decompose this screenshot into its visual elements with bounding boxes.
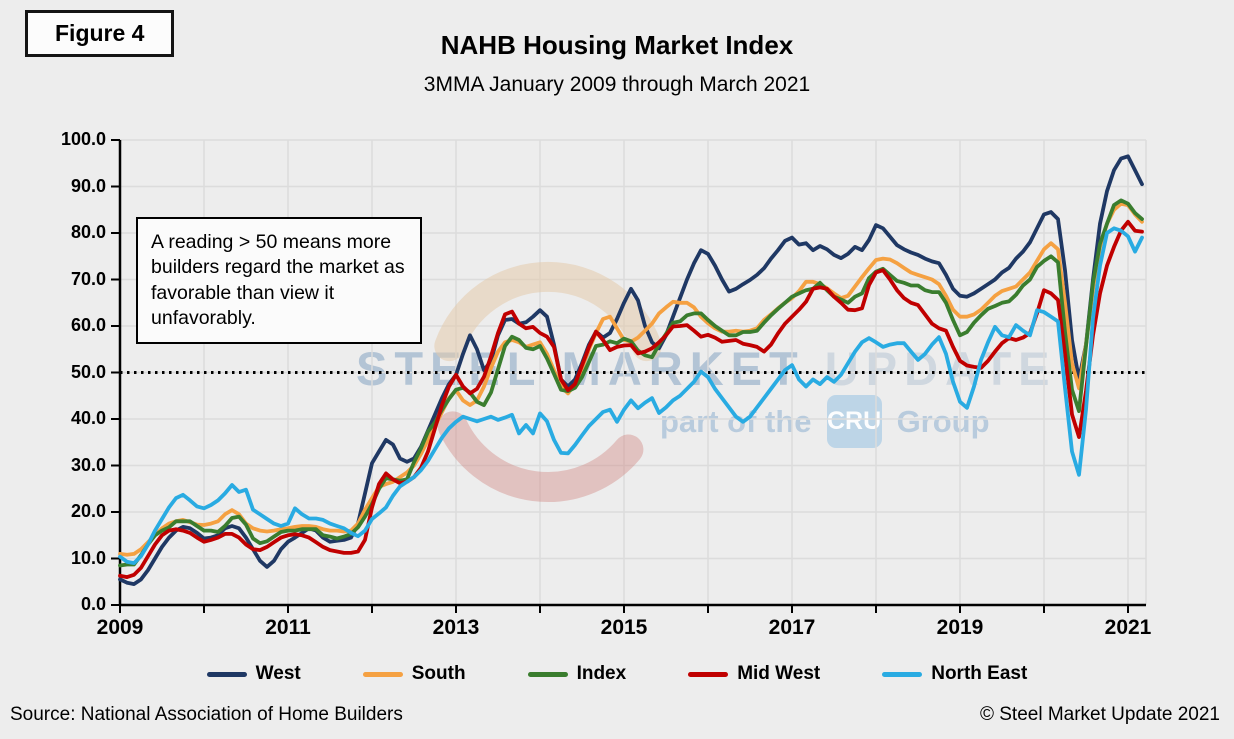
figure-label: Figure 4 xyxy=(25,10,175,57)
y-axis-tick-label: 90.0 xyxy=(70,175,106,196)
x-axis-tick-label: 2009 xyxy=(96,616,144,639)
x-axis-tick-label: 2013 xyxy=(432,616,480,639)
legend-swatch-west xyxy=(206,671,247,677)
watermark-part-of-the: part of the xyxy=(660,403,812,439)
series-line-index xyxy=(118,198,1144,568)
legend-swatch-northeast xyxy=(882,671,923,677)
series-line-mid-west xyxy=(118,219,1144,579)
watermark-swoosh-bottom-icon xyxy=(437,411,644,503)
legend-label-northeast: North East xyxy=(931,663,1028,684)
legend-item-northeast: North East xyxy=(882,663,1027,685)
series-line-west xyxy=(118,154,1144,586)
page-subtitle: 3MMA January 2009 through March 2021 xyxy=(423,73,811,96)
x-axis-tick-label: 2017 xyxy=(768,616,816,639)
legend-label-west: West xyxy=(255,663,301,684)
y-axis-tick-label: 0.0 xyxy=(80,594,106,614)
page-title: NAHB Housing Market Index xyxy=(440,30,794,60)
source-note: Source: National Association of Home Bui… xyxy=(10,704,403,725)
legend-swatch-index xyxy=(527,671,568,677)
legend: West South Index Mid West North East xyxy=(0,663,1234,685)
legend-swatch-midwest xyxy=(688,671,729,677)
legend-swatch-south xyxy=(362,671,403,677)
watermark-swoosh-top-icon xyxy=(434,262,662,362)
x-axis-tick-label: 2015 xyxy=(600,616,648,639)
y-axis-tick-label: 50.0 xyxy=(70,361,106,382)
y-axis-tick-label: 10.0 xyxy=(70,547,106,568)
annotation-box: A reading > 50 means more builders regar… xyxy=(136,217,422,345)
legend-item-index: Index xyxy=(527,663,627,685)
y-axis-tick-label: 40.0 xyxy=(70,408,106,428)
x-axis-tick-label: 2021 xyxy=(1104,616,1152,639)
watermark-update: UPDATE xyxy=(804,342,1057,395)
y-axis-tick-label: 30.0 xyxy=(70,454,106,475)
legend-label-midwest: Mid West xyxy=(737,663,821,684)
cru-logo-badge: CRU xyxy=(826,395,882,448)
y-axis-tick-label: 80.0 xyxy=(70,222,106,242)
y-axis-tick-label: 60.0 xyxy=(70,315,106,335)
legend-item-west: West xyxy=(206,663,301,685)
copyright-note: © Steel Market Update 2021 xyxy=(979,704,1220,725)
legend-label-south: South xyxy=(411,663,466,684)
y-axis-tick-label: 100.0 xyxy=(60,129,106,149)
watermark-group: Group xyxy=(896,403,990,439)
y-axis-tick-label: 70.0 xyxy=(70,268,106,289)
x-axis-tick-label: 2011 xyxy=(265,616,311,639)
series-line-north-east xyxy=(118,226,1144,565)
legend-item-south: South xyxy=(362,663,466,685)
legend-item-midwest: Mid West xyxy=(688,663,820,685)
y-axis-tick-label: 20.0 xyxy=(70,501,106,521)
x-axis-tick-label: 2019 xyxy=(936,616,984,639)
watermark-subline: part of the CRU Group xyxy=(660,395,990,448)
legend-label-index: Index xyxy=(576,663,627,684)
